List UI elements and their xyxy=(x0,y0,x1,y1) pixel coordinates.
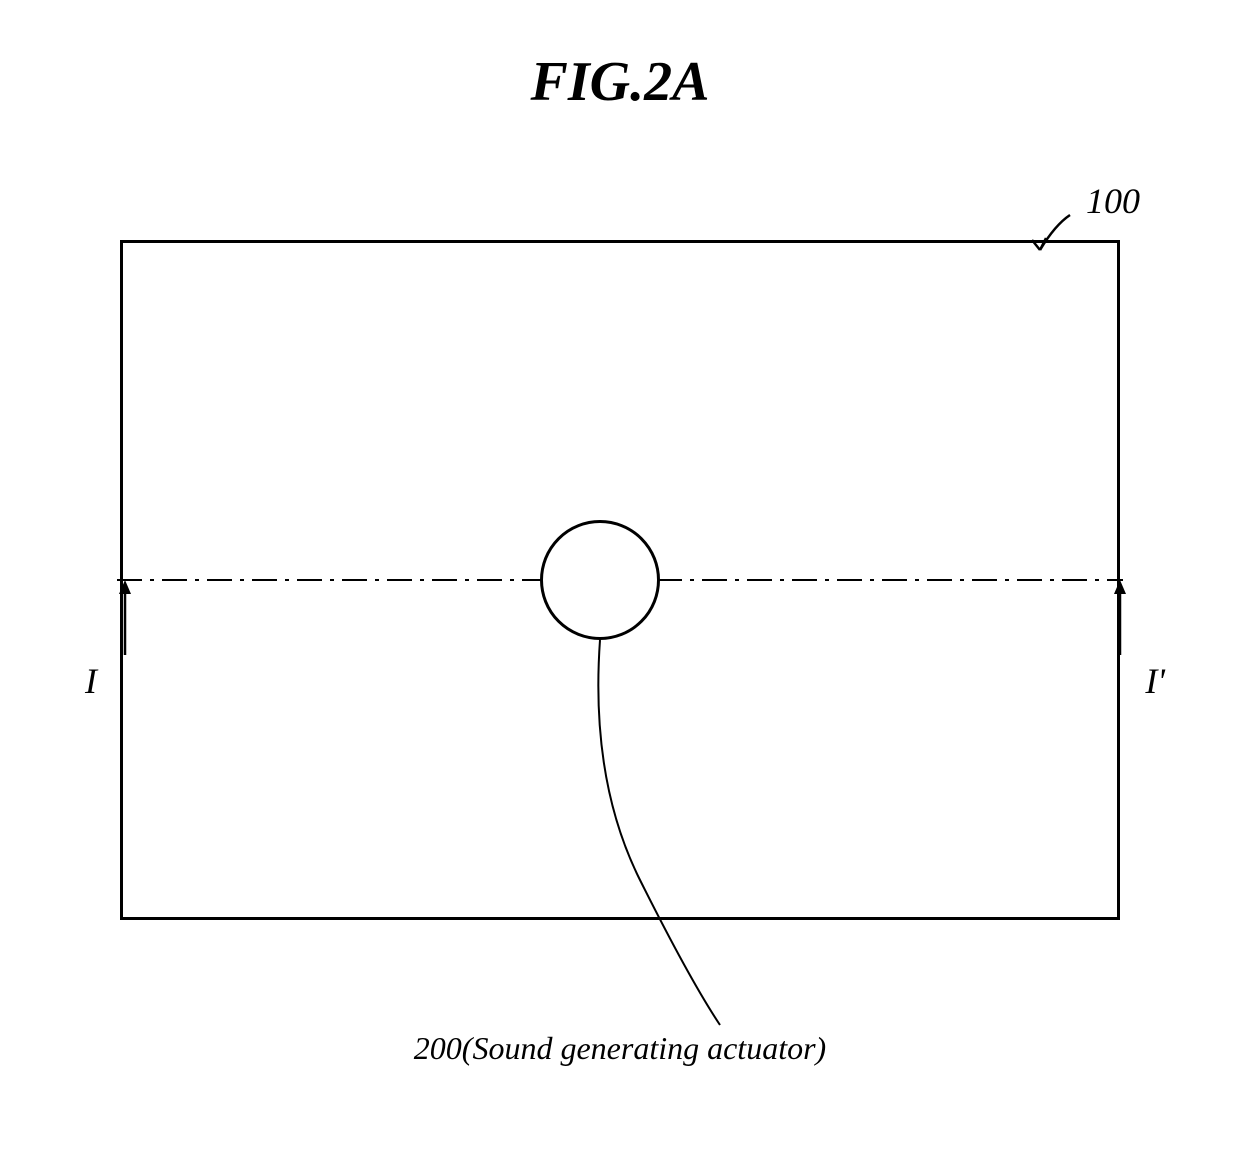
actuator-leader-line xyxy=(580,640,780,1040)
section-arrow-right xyxy=(1110,580,1130,655)
section-label-left: I xyxy=(85,660,97,702)
section-label-right: I' xyxy=(1145,660,1165,702)
section-arrow-left xyxy=(115,580,135,655)
figure-title: FIG.2A xyxy=(531,50,710,114)
reference-label-200: 200(Sound generating actuator) xyxy=(414,1030,826,1067)
actuator-circle xyxy=(540,520,660,640)
reference-label-100: 100 xyxy=(1086,180,1140,222)
